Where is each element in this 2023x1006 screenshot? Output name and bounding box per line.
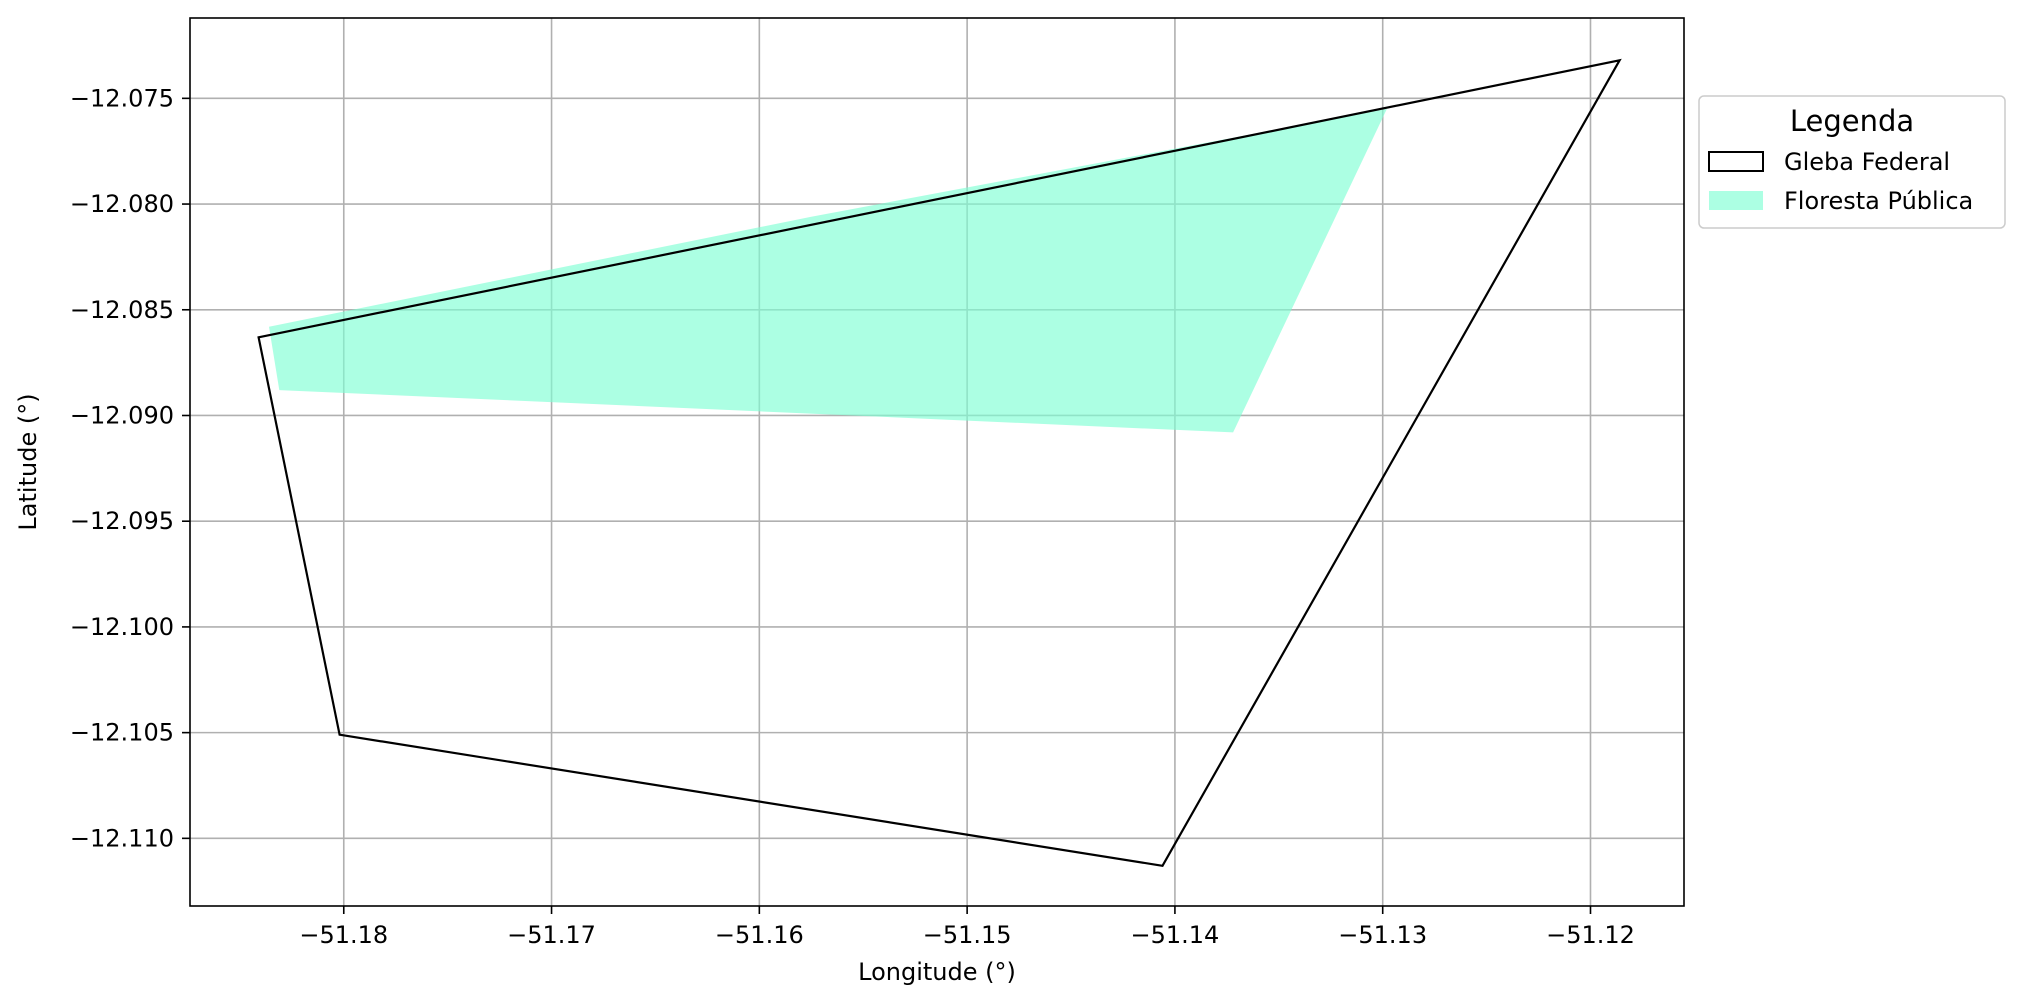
x-tick-label-0: −51.18 [299, 921, 388, 949]
y-tick-label-5: −12.100 [70, 613, 174, 641]
y-axis-label: Latitude (°) [14, 393, 42, 530]
legend-label-floresta-publica: Floresta Pública [1784, 187, 1973, 215]
map-layers [257, 58, 1622, 868]
x-tick-label-4: −51.14 [1131, 921, 1220, 949]
y-tick-label-4: −12.095 [70, 507, 174, 535]
y-tick-label-1: −12.080 [70, 190, 174, 218]
x-tick-label-6: −51.12 [1546, 921, 1635, 949]
x-axis-label: Longitude (°) [858, 958, 1016, 986]
x-tick-label-3: −51.15 [923, 921, 1012, 949]
x-tick-label-5: −51.13 [1338, 921, 1427, 949]
polygon-floresta-publica [269, 108, 1387, 433]
legend: Legenda Gleba Federal Floresta Pública [1698, 95, 2006, 229]
legend-swatch-floresta-publica [1709, 191, 1763, 210]
y-axis-ticks: −12.075 −12.080 −12.085 −12.090 −12.095 −12.1… [70, 84, 190, 852]
polygon-gleba-federal [257, 58, 1622, 868]
y-tick-label-6: −12.105 [70, 719, 174, 747]
y-tick-label-3: −12.090 [70, 401, 174, 429]
legend-title: Legenda [1790, 104, 1914, 138]
legend-label-gleba-federal: Gleba Federal [1784, 148, 1950, 176]
legend-box [1698, 95, 2006, 229]
x-tick-label-2: −51.16 [715, 921, 804, 949]
legend-swatch-gleba-federal [1708, 151, 1764, 172]
y-tick-label-7: −12.110 [70, 824, 174, 852]
y-tick-label-0: −12.075 [70, 84, 174, 112]
x-axis-ticks: −51.18 −51.17 −51.16 −51.15 −51.14 −51.13 −51.… [299, 906, 1635, 949]
y-tick-label-2: −12.085 [70, 296, 174, 324]
plot-frame [189, 17, 1685, 907]
x-tick-label-1: −51.17 [507, 921, 596, 949]
